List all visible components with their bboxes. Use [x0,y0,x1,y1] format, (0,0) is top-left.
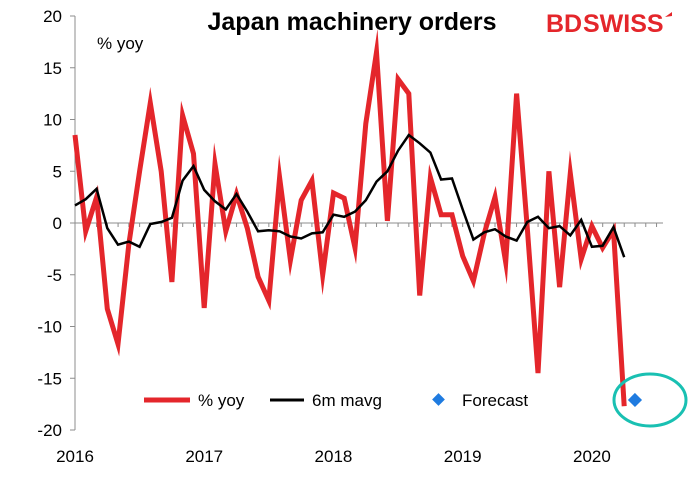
series-line-yoy [72,28,627,407]
legend-label-mavg: 6m mavg [312,391,382,410]
logo-text-swiss: SWISS [583,10,664,38]
x-tick-label: 2017 [185,447,223,466]
logo-accent-mark [665,12,672,17]
legend-swatch-forecast [432,393,445,406]
chart-title: Japan machinery orders [207,8,496,36]
series-line-mavg [74,133,626,258]
legend-label-forecast: Forecast [462,391,528,410]
forecast-highlight-circle [612,372,688,428]
x-tick-label: 2016 [56,447,94,466]
x-tick-label: 2018 [315,447,353,466]
y-tick-label: 10 [43,111,62,130]
y-tick-label: -20 [37,421,62,440]
y-tick-label: -5 [47,266,62,285]
y-tick-label: 20 [43,7,62,26]
x-tick-label: 2020 [573,447,611,466]
legend-label-yoy: % yoy [198,391,245,410]
series-layer [72,28,643,408]
y-tick-label: 5 [53,162,62,181]
forecast-point [627,392,643,408]
y-tick-label: -15 [37,369,62,388]
logo-text-bd: BD [546,10,582,38]
y-tick-label: 0 [53,214,62,233]
y-tick-label: -10 [37,318,62,337]
y-tick-label: 15 [43,59,62,78]
x-tick-label: 2019 [444,447,482,466]
bdswiss-logo: BD SWISS [546,10,672,38]
legend: % yoy 6m mavg Forecast [144,391,528,410]
unit-label: % yoy [97,34,144,53]
axes: 20 15 10 5 0 -5 -10 -15 -20 2016 2017 2018 2019 2020 [37,7,663,466]
